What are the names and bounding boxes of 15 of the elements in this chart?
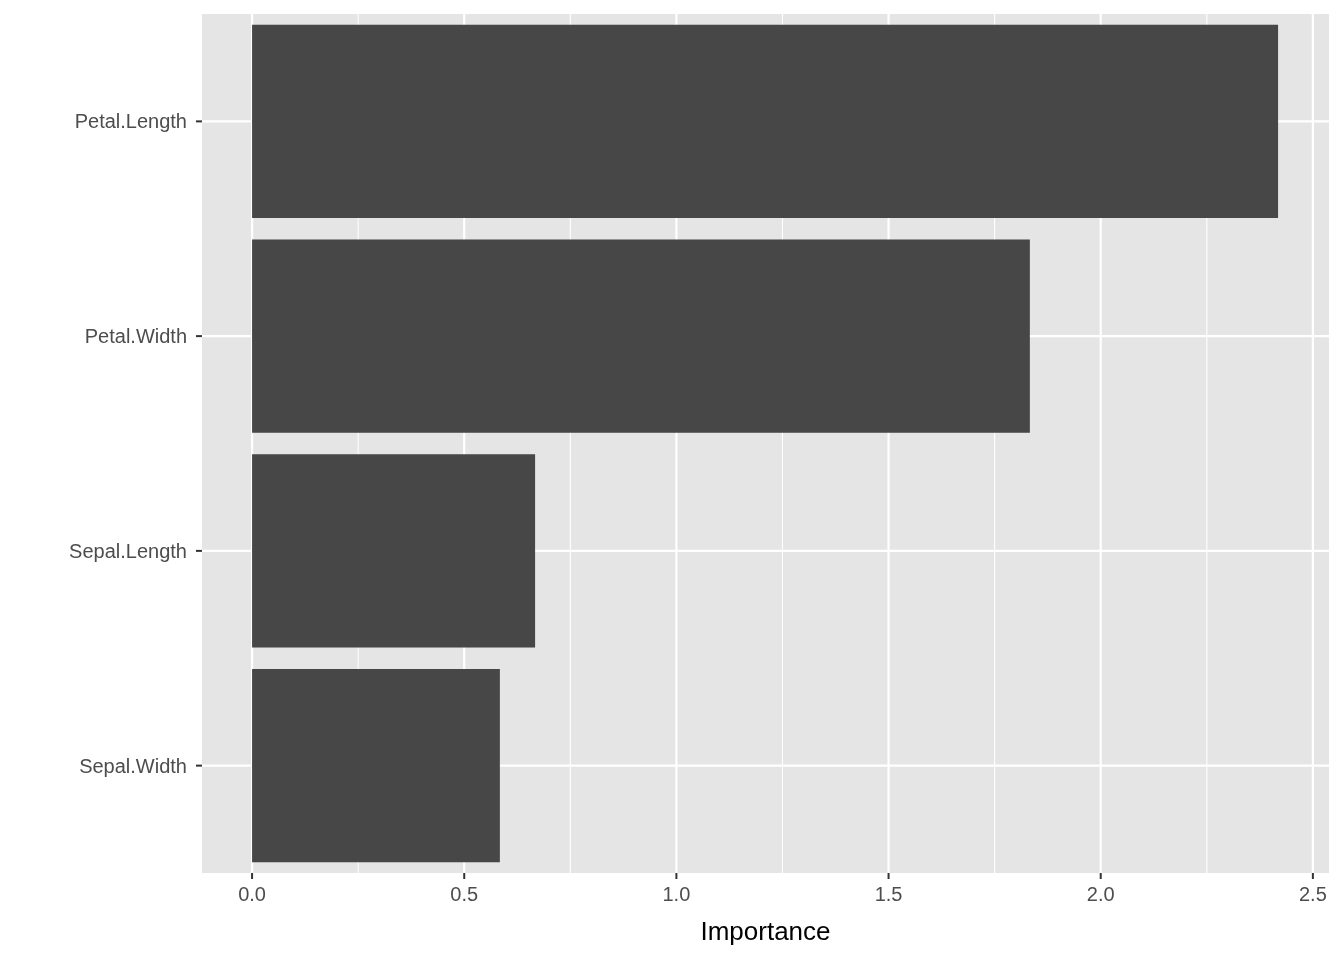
x-tick-label: 1.5 bbox=[874, 883, 903, 905]
bar bbox=[252, 24, 1279, 219]
x-tick-label: 1.0 bbox=[662, 883, 691, 905]
bar bbox=[252, 454, 536, 648]
y-tick-label: Petal.Length bbox=[74, 110, 187, 133]
bar bbox=[252, 668, 500, 863]
x-tick-label: 2.0 bbox=[1086, 883, 1115, 905]
x-axis-title: Importance bbox=[700, 916, 831, 946]
x-tick-label: 0.5 bbox=[450, 883, 479, 905]
x-tick-label: 0.0 bbox=[238, 883, 266, 905]
bar bbox=[252, 239, 1030, 433]
x-tick-label: 2.5 bbox=[1298, 883, 1327, 905]
y-tick-label: Sepal.Width bbox=[79, 754, 187, 777]
y-tick-label: Petal.Width bbox=[84, 325, 187, 348]
y-tick-label: Sepal.Length bbox=[69, 539, 187, 562]
